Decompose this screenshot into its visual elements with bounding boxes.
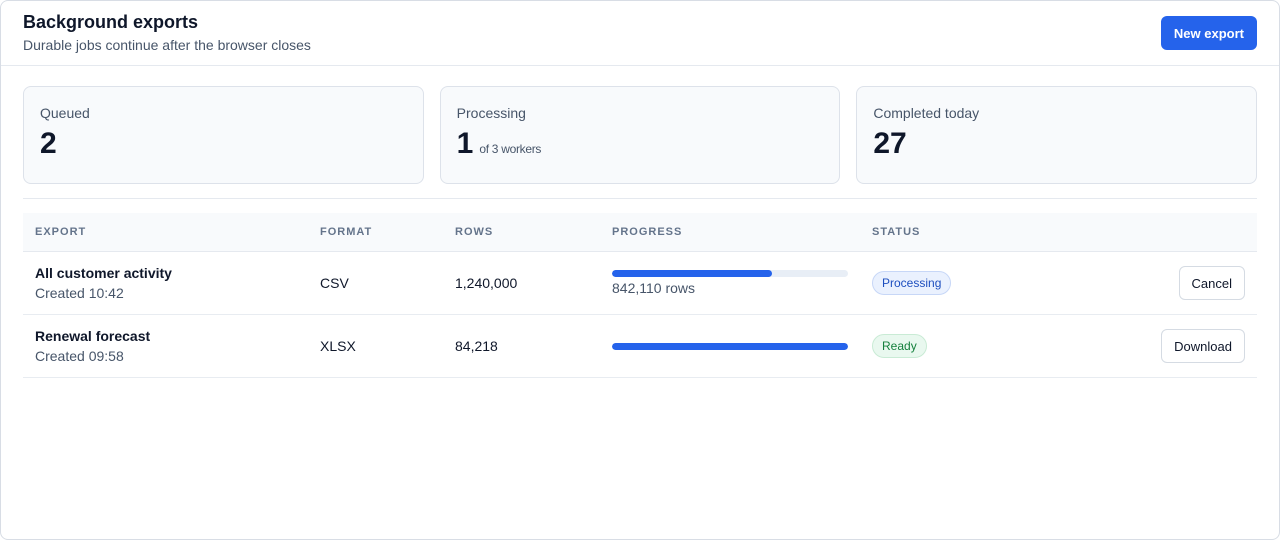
export-name: Renewal forecast — [35, 328, 151, 344]
rows-cell: 1,240,000 — [455, 275, 518, 291]
stat-card-completed: Completed today 27 — [856, 86, 1258, 184]
format-cell: XLSX — [320, 338, 356, 354]
stat-label: Queued — [40, 105, 90, 121]
progress-bar — [612, 270, 848, 277]
stat-value: 1 — [456, 127, 474, 160]
column-header-rows: ROWS — [455, 226, 494, 238]
download-button[interactable]: Download — [1161, 329, 1245, 363]
cancel-button[interactable]: Cancel — [1178, 266, 1245, 300]
status-badge: Ready — [872, 334, 927, 358]
table-row: All customer activity Created 10:42 CSV … — [23, 252, 1257, 315]
column-header-format: FORMAT — [320, 226, 373, 238]
action-cell: Cancel — [1052, 266, 1257, 300]
export-cell: Renewal forecast Created 09:58 — [23, 327, 320, 365]
stat-card-queued: Queued 2 — [23, 86, 424, 184]
stats-row: Queued 2 Processing 1 of 3 workers Compl… — [1, 66, 1279, 184]
rows-cell: 84,218 — [455, 338, 498, 354]
header-text: Background exports Durable jobs continue… — [23, 11, 311, 54]
page-subtitle: Durable jobs continue after the browser … — [23, 36, 311, 53]
export-created: Created 09:58 — [35, 348, 124, 364]
new-export-button[interactable]: New export — [1160, 16, 1257, 50]
exports-table: EXPORT FORMAT ROWS PROGRESS STATUS All c… — [23, 213, 1257, 378]
panel-header: Background exports Durable jobs continue… — [1, 1, 1279, 66]
format-cell: CSV — [320, 275, 349, 291]
stat-value-row: 27 — [873, 127, 1240, 161]
export-name: All customer activity — [35, 265, 172, 281]
progress-cell — [612, 342, 872, 350]
stat-value: 27 — [873, 127, 907, 160]
section-divider — [23, 198, 1257, 199]
column-header-status: STATUS — [872, 226, 921, 238]
action-cell: Download — [1052, 329, 1257, 363]
stat-sub-label: of 3 workers — [479, 142, 542, 156]
status-badge: Processing — [872, 271, 952, 295]
status-cell: Processing — [872, 271, 1052, 295]
progress-fill — [612, 270, 773, 277]
stat-value: 2 — [40, 127, 57, 160]
stat-value-row: 2 — [40, 127, 407, 161]
stat-label: Processing — [456, 105, 526, 121]
stat-value-row: 1 of 3 workers — [457, 127, 824, 161]
progress-note: 842,110 rows — [612, 280, 696, 296]
progress-bar — [612, 342, 848, 350]
column-header-progress: PROGRESS — [612, 226, 683, 238]
progress-cell: 842,110 rows — [612, 270, 872, 296]
page-title: Background exports — [23, 11, 199, 32]
stat-card-processing: Processing 1 of 3 workers — [439, 86, 841, 184]
export-cell: All customer activity Created 10:42 — [23, 264, 320, 302]
stat-label: Completed today — [873, 105, 980, 121]
column-header-export: EXPORT — [35, 226, 87, 238]
table-row: Renewal forecast Created 09:58 XLSX 84,2… — [23, 315, 1257, 378]
table-header: EXPORT FORMAT ROWS PROGRESS STATUS — [23, 213, 1257, 252]
status-cell: Ready — [872, 334, 1052, 358]
export-created: Created 10:42 — [35, 285, 124, 301]
progress-fill — [612, 342, 848, 350]
